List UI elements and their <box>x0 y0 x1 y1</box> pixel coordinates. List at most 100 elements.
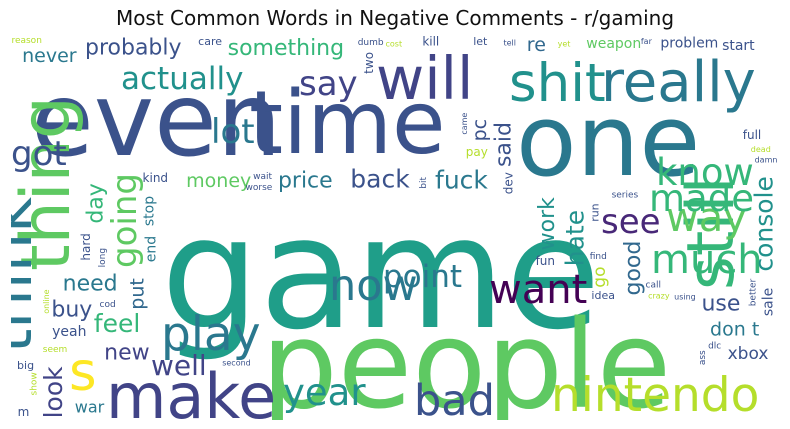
word-need: need <box>63 272 118 297</box>
word-stop: stop <box>141 196 157 226</box>
word-damn: damn <box>755 156 778 165</box>
word-never: never <box>22 45 77 67</box>
word-feel: feel <box>94 309 141 338</box>
word-wait: wait <box>253 172 272 182</box>
word-work: work <box>535 197 560 250</box>
word-call: call <box>646 281 661 291</box>
word-said: said <box>492 122 517 167</box>
word-one: one <box>516 84 700 199</box>
word-year: year <box>283 371 366 414</box>
word-sale: sale <box>761 288 777 316</box>
word-find: find <box>590 252 607 262</box>
word-buy: buy <box>51 297 92 322</box>
word-bad: bad <box>414 376 495 420</box>
word-want: want <box>489 267 587 313</box>
word-far: far <box>641 37 653 46</box>
word-crazy: crazy <box>648 291 670 300</box>
word-fuck: fuck <box>435 165 488 194</box>
word-say: say <box>299 64 358 104</box>
word-pc: pc <box>469 119 491 142</box>
word-cod: cod <box>100 300 116 310</box>
word-got: got <box>11 134 67 174</box>
word-good: good <box>621 241 646 296</box>
chart-title: Most Common Words in Negative Comments -… <box>115 6 675 30</box>
word-s: s <box>69 342 97 403</box>
word-run: run <box>588 203 601 221</box>
word-idea: idea <box>591 289 615 302</box>
word-ass: ass <box>698 350 708 365</box>
word-thing: thing <box>11 96 86 271</box>
word-end: end <box>143 236 159 262</box>
word-use: use <box>701 291 740 316</box>
word-people: people <box>261 295 671 420</box>
word-full: full <box>743 128 762 142</box>
word-go: go <box>590 267 610 288</box>
word-cost: cost <box>385 40 402 49</box>
word-nintendo: nintendo <box>551 368 759 420</box>
word-money: money <box>186 170 251 192</box>
word-now: now <box>329 261 418 311</box>
word-dead: dead <box>751 145 771 154</box>
word-play: play <box>161 307 261 362</box>
word-actually: actually <box>121 61 243 97</box>
word-look: look <box>39 366 68 419</box>
word-day: day <box>83 183 108 223</box>
word-war: war <box>75 397 105 416</box>
word-worse: worse <box>246 183 273 193</box>
word-using: using <box>674 292 696 301</box>
word-fun: fun <box>536 254 555 268</box>
word-long: long <box>98 248 108 267</box>
word-made: made <box>649 177 754 220</box>
word-something: something <box>228 36 344 61</box>
word-new: new <box>104 340 149 365</box>
word-hate: hate <box>561 210 590 266</box>
word-bit: bit <box>419 176 429 188</box>
word-online: online <box>42 289 51 313</box>
word-xbox: xbox <box>728 344 769 364</box>
word-well: well <box>151 349 207 382</box>
word-tell: tell <box>503 39 516 48</box>
word-re: re <box>527 35 546 56</box>
word-reason: reason <box>11 36 41 46</box>
word-two: two <box>362 52 376 74</box>
word-point: point <box>383 259 462 295</box>
word-see: see <box>601 202 661 242</box>
word-second: second <box>222 358 251 367</box>
word-dev: dev <box>502 172 516 194</box>
word-weapon: weapon <box>586 36 641 52</box>
word-cloud: game people even one time thing still think make… <box>11 35 779 420</box>
word-problem: problem <box>660 35 718 51</box>
word-don-t: don t <box>710 318 759 340</box>
word-m: m <box>18 405 30 419</box>
word-much: much <box>651 237 763 283</box>
word-big: big <box>17 359 34 372</box>
word-really: really <box>601 50 756 115</box>
word-better: better <box>749 278 759 306</box>
word-think: think <box>11 197 46 353</box>
word-put: put <box>126 278 148 310</box>
word-let: let <box>473 35 488 48</box>
word-start: start <box>722 38 755 54</box>
word-dlc: dlc <box>708 342 721 352</box>
word-pay: pay <box>466 145 488 159</box>
word-game: game <box>161 183 601 364</box>
word-even: even <box>31 61 282 180</box>
word-console: console <box>750 176 779 272</box>
word-probably: probably <box>85 35 182 60</box>
word-series: series <box>612 191 639 201</box>
word-make: make <box>106 360 276 420</box>
word-came: came <box>460 113 469 135</box>
word-shit: shit <box>509 53 606 114</box>
word-way: way <box>666 195 747 241</box>
word-hard: hard <box>79 233 93 260</box>
word-show: show <box>30 372 40 395</box>
word-will: will <box>376 44 473 113</box>
word-time: time <box>249 72 446 174</box>
word-dumb: dumb <box>358 38 384 48</box>
word-know: know <box>656 151 754 194</box>
word-yet: yet <box>558 40 571 49</box>
word-yeah: yeah <box>52 324 86 340</box>
word-kill: kill <box>422 35 439 48</box>
word-still: still <box>674 176 749 290</box>
